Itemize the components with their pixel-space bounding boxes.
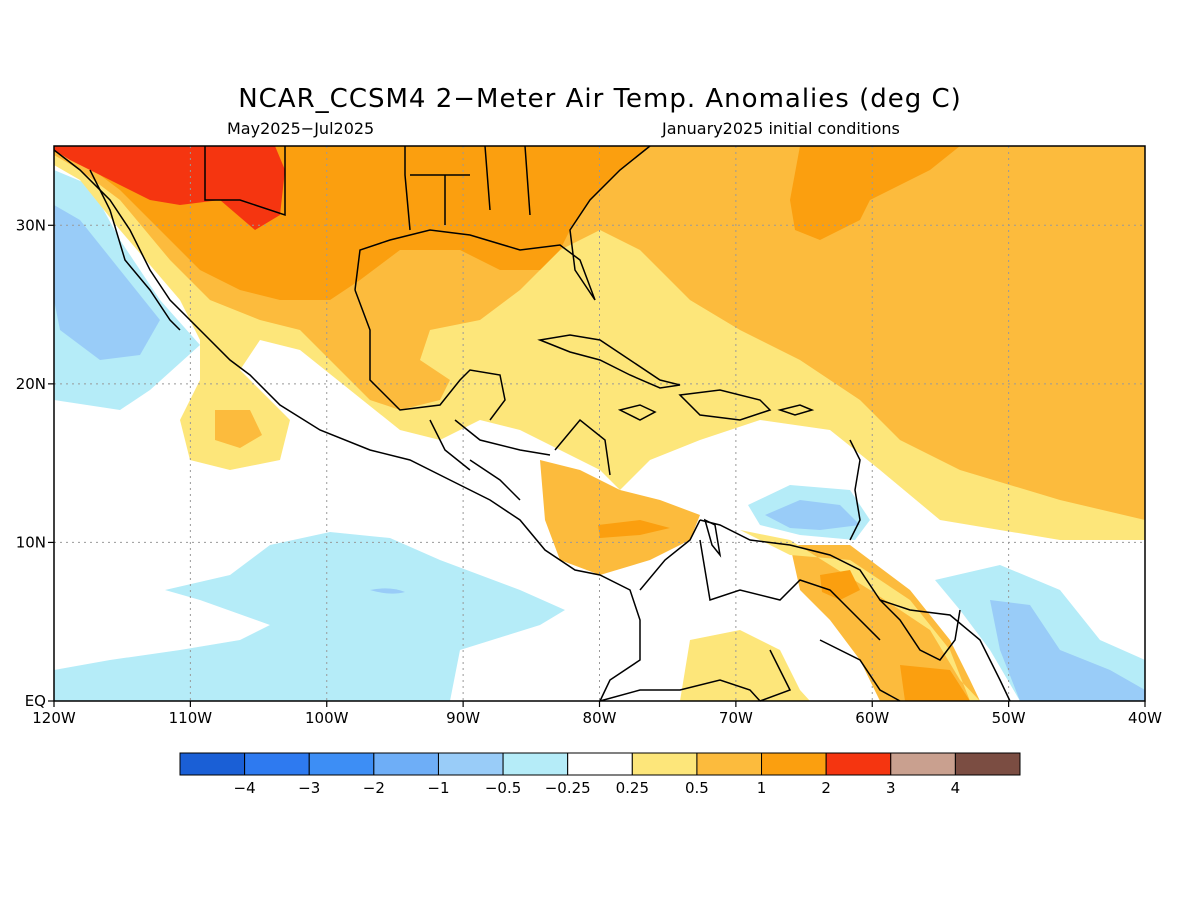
colorbar: −4 −3 −2 −1 −0.5 −0.25 0.25 0.5 1 2 3 4 [179,752,1021,797]
anomaly-region-warm-strong-central-america [598,520,670,538]
anomaly-region-warm-strong-guiana-a [820,570,860,600]
colorbar-swatch [567,752,633,776]
anomaly-region-baja-cooler [54,205,160,360]
tick-label-lon: 70W [719,709,753,727]
tick-label-lat: 10N [16,533,46,551]
colorbar-label: 0.25 [616,779,649,797]
colorbar-swatch [631,752,698,776]
tick-label-lon: 60W [855,709,889,727]
anomaly-region-warm-moderate-central-america [540,460,700,575]
tick-label-lon: 110W [169,709,213,727]
tick-label-lon: 100W [305,709,349,727]
colorbar-label: −4 [234,779,256,797]
tick-label-lon: 80W [583,709,617,727]
colorbar-swatch [502,752,569,776]
colorbar-label: 1 [757,779,767,797]
colorbar-label: −1 [427,779,449,797]
anomaly-region-warm-moderate-amazon [680,630,810,701]
colorbar-swatch [179,752,246,776]
tick-label-lat: 20N [16,375,46,393]
anomaly-region-hot-southwest [54,146,285,230]
colorbar-swatch [308,752,375,776]
colorbar-swatch [696,752,763,776]
axis-ticks [48,224,1146,707]
tick-label-lat: 30N [16,216,46,234]
colorbar-label: 3 [886,779,896,797]
tick-label-lon: 40W [1128,709,1162,727]
anomaly-region-warm-strong-atlantic [790,146,960,240]
anomaly-region-pacific-cool-core [370,588,405,594]
forecast-period: May2025−Jul2025 [227,119,375,138]
colorbar-label: −3 [298,779,320,797]
anomaly-region-caribbean-cooler [765,500,860,530]
latitude-axis: EQ 10N 20N 30N [16,216,46,710]
chart-title: NCAR_CCSM4 2−Meter Air Temp. Anomalies (… [238,84,962,114]
colorbar-swatch [437,752,504,776]
colorbar-label: −0.5 [485,779,521,797]
colorbar-swatch [825,752,892,776]
colorbar-swatch [373,752,439,776]
colorbar-label: −0.25 [545,779,591,797]
gridlines [54,146,1145,701]
tick-label-lon: 90W [446,709,480,727]
colorbar-label: 2 [821,779,831,797]
anomaly-region-warm-moderate-gulf-small [215,410,262,448]
anomaly-region-pacific-cool [54,532,565,701]
anomaly-region-warm-strong-guiana-b [900,665,970,701]
anomaly-region-atlantic-cooler [990,600,1145,701]
tick-label-lon: 50W [992,709,1026,727]
colorbar-label: −2 [363,779,385,797]
colorbar-swatch [954,752,1021,776]
initial-conditions: January2025 initial conditions [662,119,900,138]
tick-label-lat: EQ [25,692,46,710]
colorbar-swatch [761,752,827,776]
tick-label-lon: 120W [32,709,76,727]
colorbar-label: 4 [951,779,961,797]
colorbar-swatch [890,752,956,776]
coastlines [53,145,1011,702]
colorbar-swatch [244,752,310,776]
longitude-axis: 120W 110W 100W 90W 80W 70W 60W 50W 40W [32,709,1162,727]
colorbar-label: 0.5 [685,779,709,797]
